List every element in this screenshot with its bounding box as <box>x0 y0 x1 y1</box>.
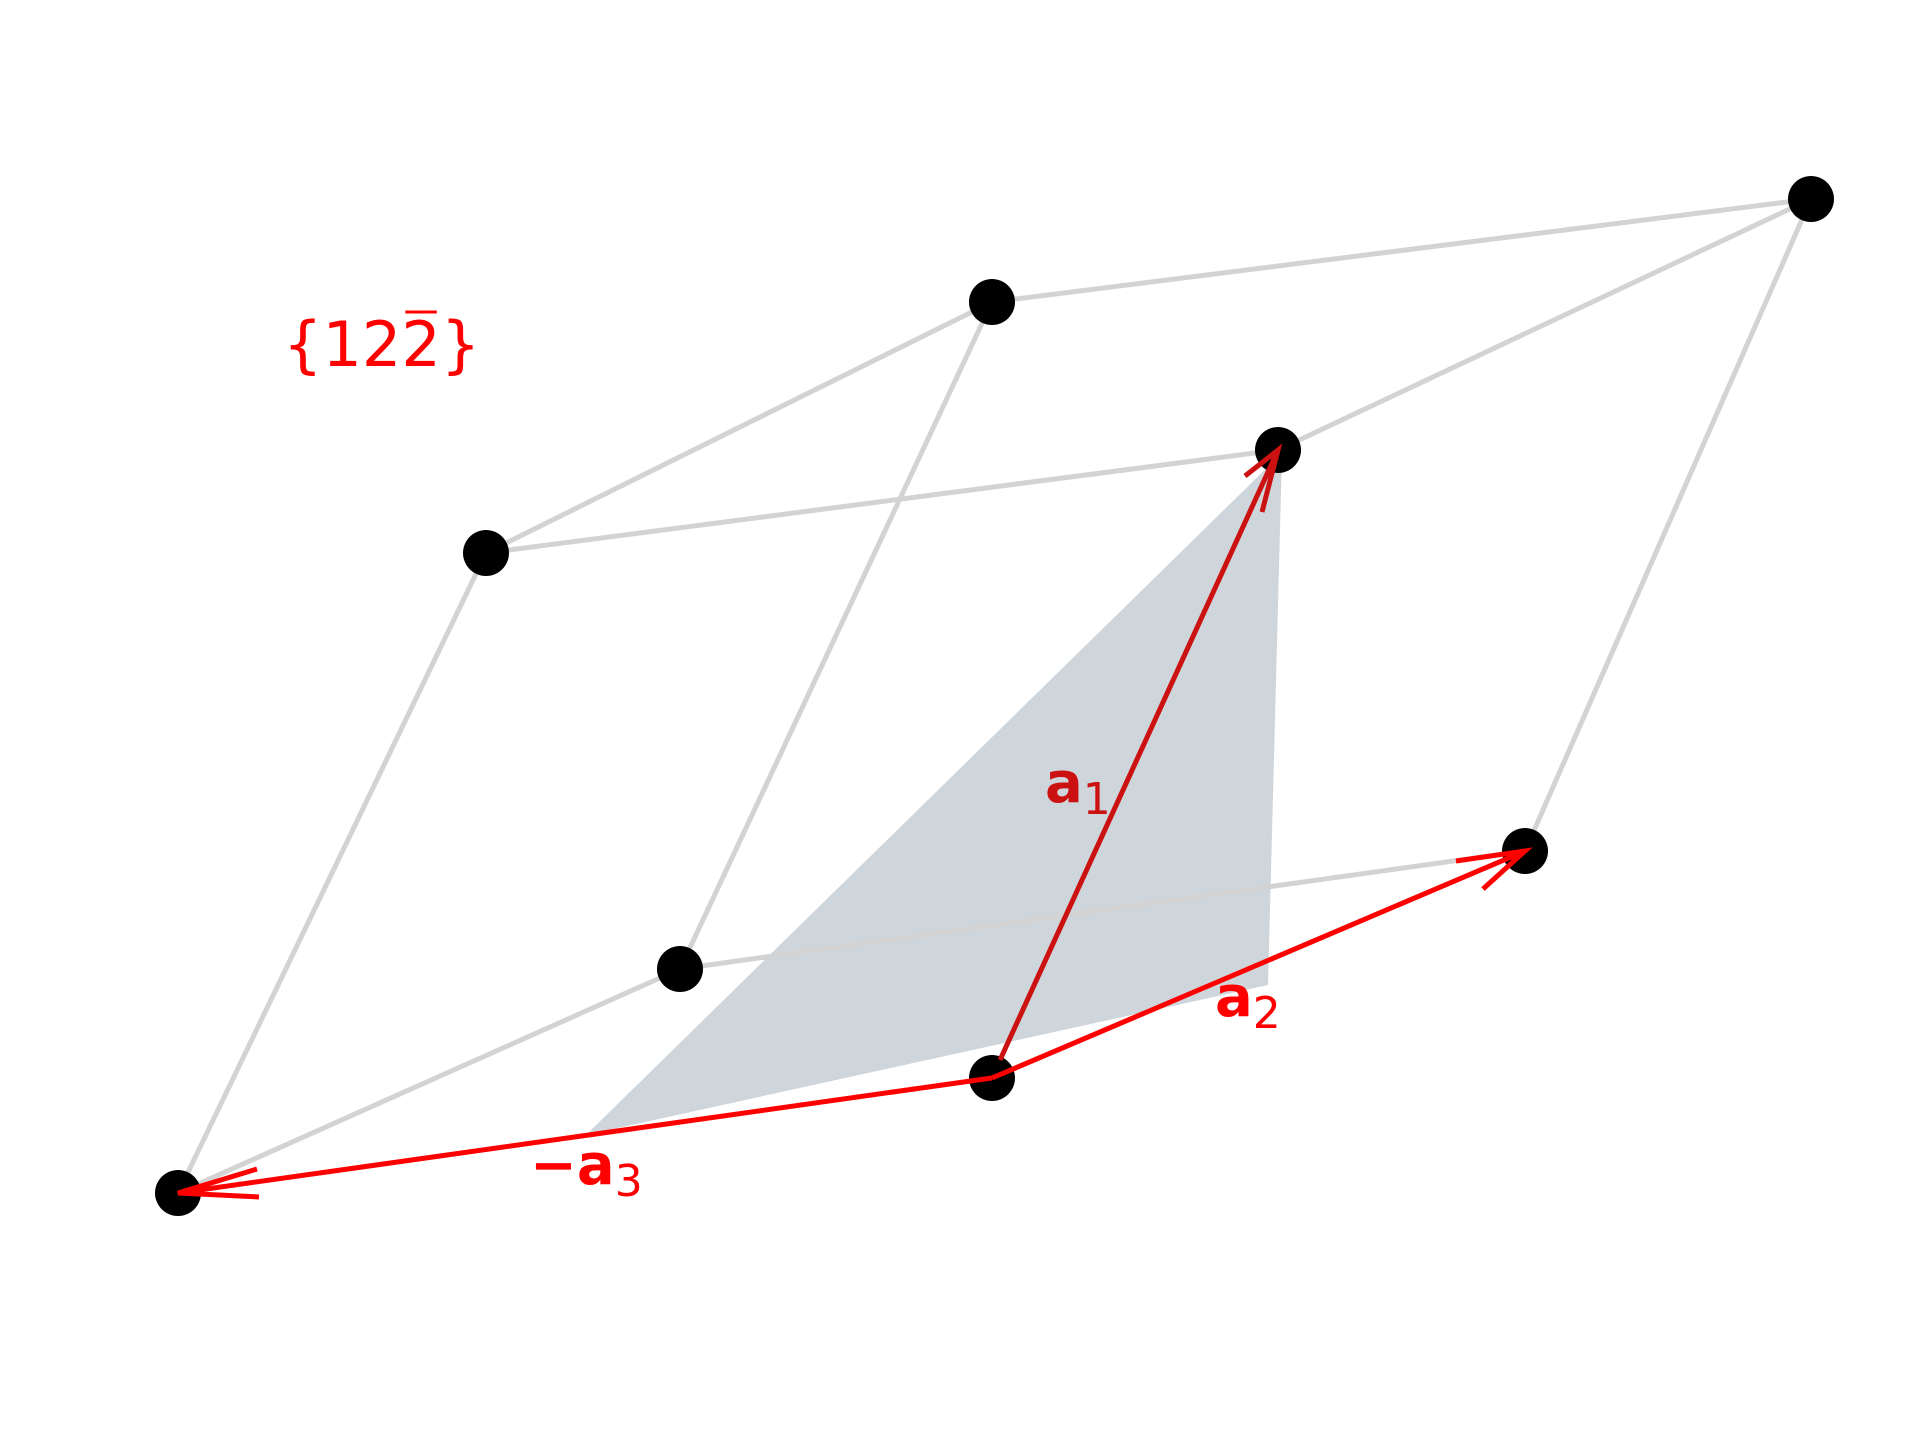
plane-index-barred-digit: 2 <box>401 308 440 381</box>
vector-a1-subscript: 1 <box>1083 774 1111 825</box>
vector-a2-label: a2 <box>1215 965 1281 1039</box>
cell-edge <box>175 550 489 1196</box>
cell-edge <box>1275 196 1814 453</box>
plane-index-label: {122} <box>283 308 480 381</box>
vector-minus-a3-prefix: − <box>530 1133 577 1198</box>
shaded-plane <box>586 453 1282 1135</box>
cell-edge <box>677 848 1528 972</box>
cell-edge <box>1522 196 1814 854</box>
lattice-point <box>657 946 703 992</box>
lattice-point <box>969 279 1015 325</box>
vector-minus-a3-arrowhead <box>177 1166 260 1200</box>
vector-a2 <box>991 847 1533 1081</box>
vector-a1-arrowhead <box>1243 443 1283 513</box>
vector-a2-shaft <box>991 848 1526 1081</box>
vector-a2-symbol: a <box>1215 965 1253 1030</box>
vector-minus-a3-subscript: 3 <box>615 1156 643 1207</box>
cell-edge <box>483 447 1281 556</box>
vector-a1 <box>997 443 1283 1062</box>
lattice-point <box>463 530 509 576</box>
plane-index-open-brace: { <box>283 308 322 381</box>
lattice-point <box>1788 176 1834 222</box>
vector-a1-label: a1 <box>1045 751 1111 825</box>
vector-minus-a3 <box>177 1075 993 1200</box>
vector-a1-shaft <box>997 448 1281 1062</box>
vector-a1-symbol: a <box>1045 751 1083 816</box>
plane-index-close-brace: } <box>441 308 480 381</box>
cell-edge <box>483 299 995 556</box>
vector-minus-a3-shaft <box>177 1075 993 1196</box>
vector-minus-a3-symbol: a <box>577 1133 615 1198</box>
vector-a2-subscript: 2 <box>1253 988 1281 1039</box>
cell-edge <box>175 966 683 1196</box>
cell-edge <box>677 299 995 972</box>
cell-edge <box>989 196 1814 305</box>
plane-index-digits: 12 <box>322 308 401 381</box>
vector-minus-a3-label: −a3 <box>530 1133 643 1207</box>
vector-a2-arrowhead <box>1455 847 1533 891</box>
